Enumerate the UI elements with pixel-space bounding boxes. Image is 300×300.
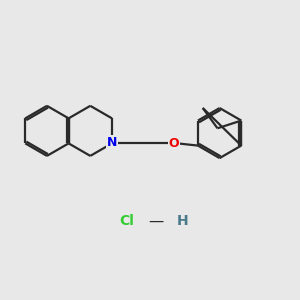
Text: Cl: Cl: [119, 214, 134, 228]
Text: O: O: [169, 137, 179, 150]
Text: N: N: [107, 136, 117, 149]
Text: H: H: [177, 214, 188, 228]
Text: —: —: [148, 214, 164, 229]
